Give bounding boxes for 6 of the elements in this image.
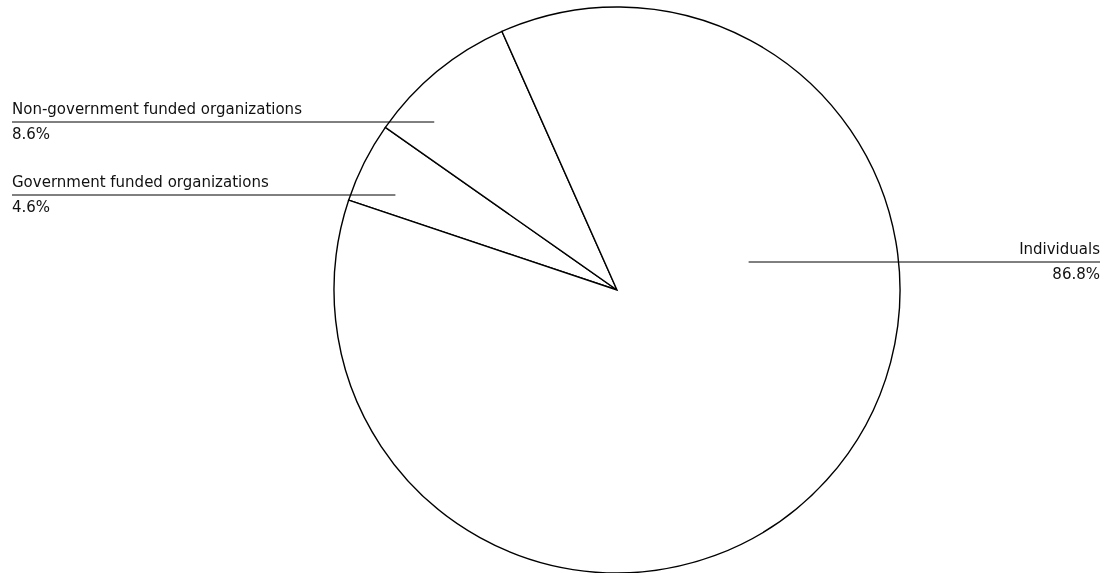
- data-label: 4.6%: [12, 198, 51, 216]
- data-label: 8.6%: [12, 125, 51, 143]
- data-label: 86.8%: [1052, 265, 1100, 283]
- slice-label: Individuals: [1019, 240, 1101, 258]
- slice-label: Non-government funded organizations: [12, 100, 303, 118]
- slice-label: Government funded organizations: [12, 173, 269, 191]
